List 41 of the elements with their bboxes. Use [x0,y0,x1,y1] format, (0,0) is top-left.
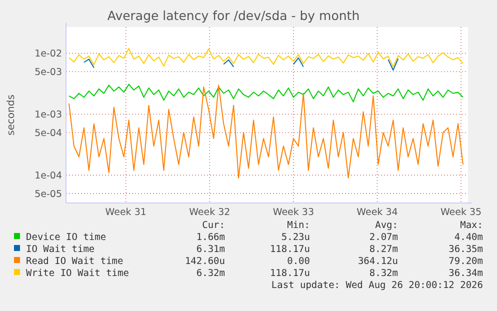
text: 5.23u [281,232,310,243]
text: 6.32m [196,268,226,279]
y-tick-label: 1e-04 [34,170,62,182]
x-tick-label: Week 35 [440,207,482,218]
text: 8.27m [369,244,398,255]
x-tick-label: Week 31 [105,207,146,218]
x-tick-label: Week 33 [272,207,314,218]
legend-label: Device IO time [26,232,106,243]
line-series [68,48,464,68]
text: 118.17u [270,268,310,279]
text: Cur: [202,220,225,231]
x-tick-label: Week 32 [189,207,230,218]
text: 142.60u [184,256,225,267]
text: Min: [287,220,310,231]
text: 118.17u [270,244,310,255]
legend-label: IO Wait time [26,244,95,255]
y-tick-label: 1e-02 [34,48,62,60]
text: 2.07m [369,232,398,243]
text: Avg: [375,220,398,231]
y-tick-label: 5e-04 [34,128,62,139]
text: Last update: Wed Aug 26 20:00:12 2026 [271,280,484,291]
line-series [68,84,464,178]
text: 36.34m [448,268,484,279]
text: 0.00 [287,256,310,267]
line-series [68,84,464,102]
y-tick-label: 5e-03 [34,66,62,78]
text: 1.66m [196,232,226,243]
text: 79.20m [448,256,484,267]
legend-label: Write IO Wait time [26,268,130,279]
text: Max: [460,220,483,231]
chart-title: Average latency for /dev/sda - by month [107,8,360,23]
y-tick-label: 5e-05 [34,188,62,200]
y-axis-title: seconds [6,94,17,136]
x-tick-label: Week 34 [356,207,398,218]
text: 364.12u [358,256,398,267]
text: 8.32m [369,268,398,279]
text: 6.31m [196,244,226,255]
y-tick-label: 1e-03 [34,110,62,121]
text: 36.35m [448,244,484,255]
text: 4.40m [454,232,484,243]
legend-label: Read IO Wait time [26,256,124,267]
